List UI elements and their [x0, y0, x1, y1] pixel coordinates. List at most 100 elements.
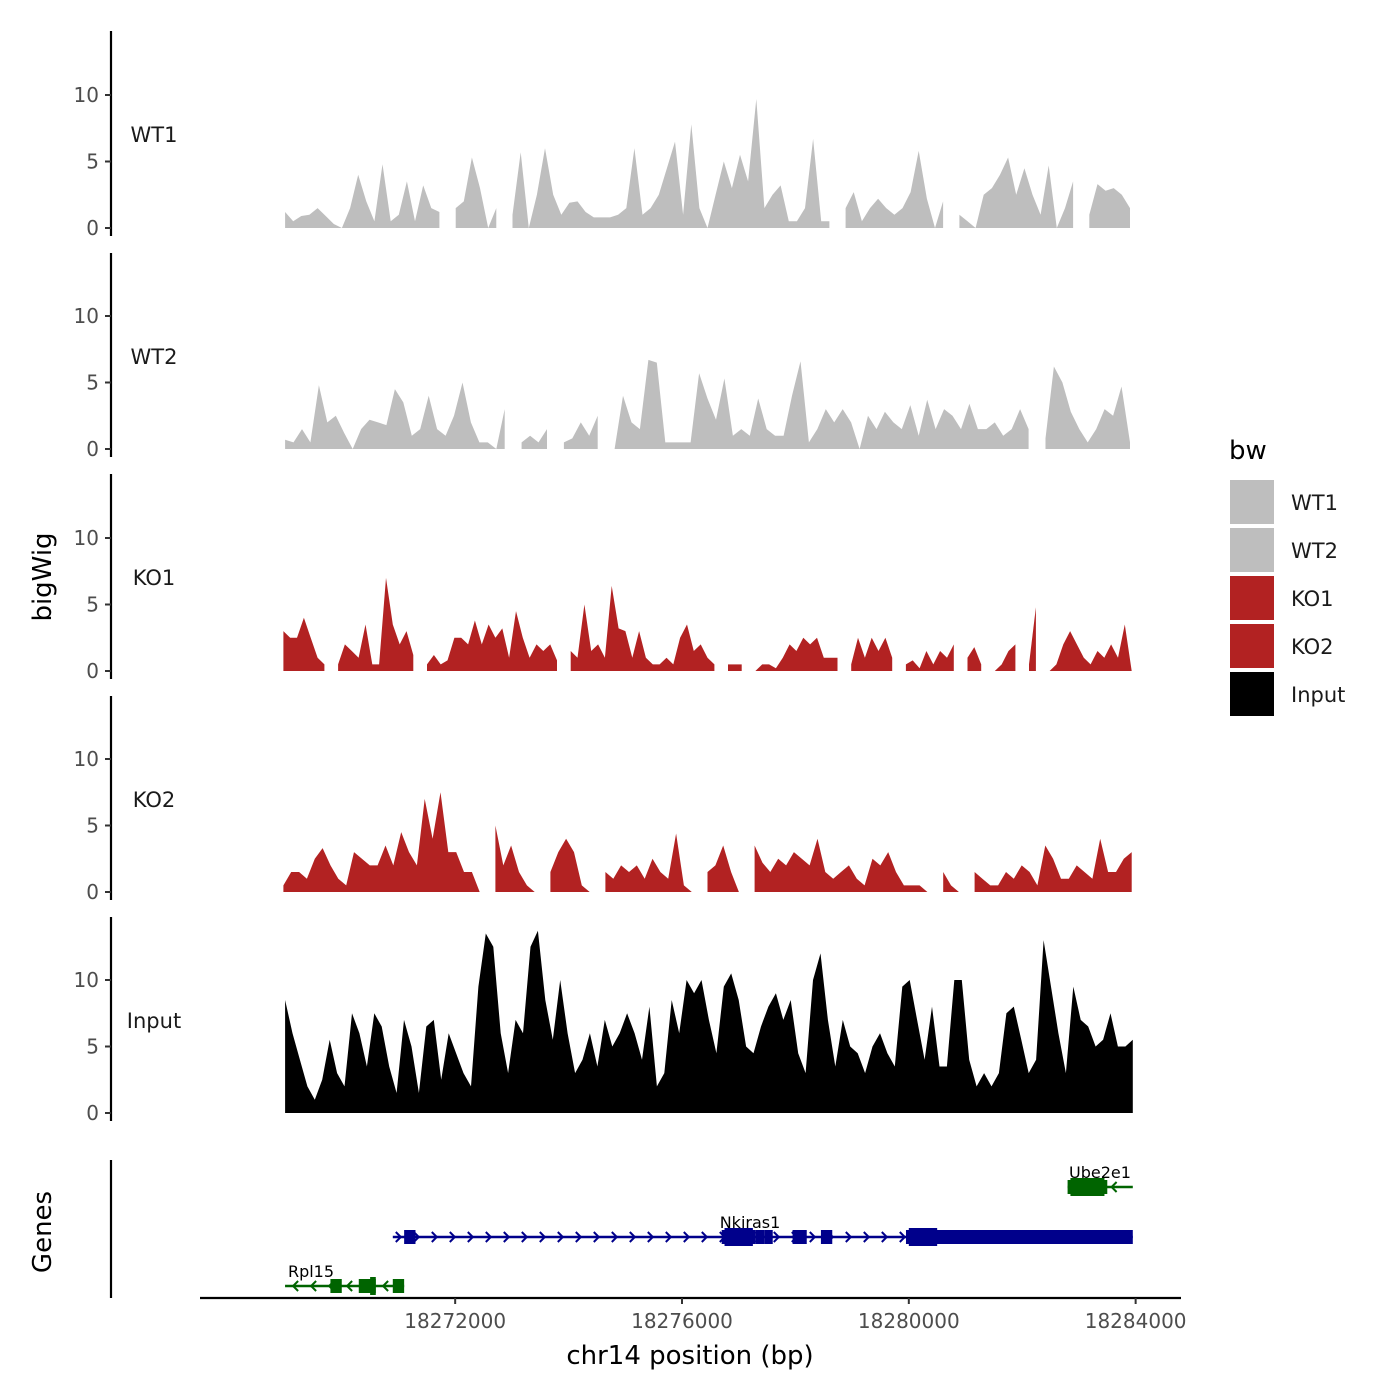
strand-arrow — [575, 1231, 583, 1243]
x-tick-label: 18280000 — [858, 1309, 960, 1333]
area-segment-ko1 — [1029, 607, 1036, 671]
area-segment-wt2 — [521, 429, 547, 449]
strand-arrow — [395, 1231, 403, 1243]
exon — [820, 1230, 833, 1244]
strand-arrow — [701, 1231, 709, 1243]
area-segment-ko1 — [570, 585, 715, 671]
legend-label-ko1: KO1 — [1291, 587, 1334, 611]
legend-key-input — [1230, 672, 1274, 716]
area-segment-ko2 — [974, 838, 1132, 892]
area-segment-ko1 — [994, 644, 1016, 671]
area-segment-wt1 — [285, 164, 440, 228]
y-tick-label: 5 — [86, 1035, 99, 1059]
strand-arrow — [449, 1231, 457, 1243]
strand-arrow — [557, 1231, 565, 1243]
area-segment-wt1 — [959, 157, 1074, 228]
strand-arrow — [1110, 1181, 1118, 1193]
legend-key-wt2 — [1230, 528, 1274, 572]
area-segment-wt1 — [512, 99, 830, 228]
y-tick-label: 10 — [74, 83, 99, 107]
y-tick-label: 5 — [86, 593, 99, 617]
x-axis-title: chr14 position (bp) — [566, 1341, 813, 1371]
gene-track: Rpl15 Nkiras1 Ube2e1 — [109, 1160, 1133, 1298]
area-segment-wt2 — [1045, 366, 1130, 449]
bigwig-tracks: 0 5 10 WT1 0 5 10 WT2 0 5 10 KO1 0 5 10 KO2 0 5 10 Input — [74, 31, 1133, 1125]
gene-label-rpl15: Rpl15 — [288, 1262, 334, 1281]
area-segment-wt1 — [845, 150, 944, 228]
track-label-ko1: KO1 — [133, 566, 176, 590]
legend-key-ko2 — [1230, 624, 1274, 668]
gene-nkiras1: Nkiras1 — [392, 1213, 1133, 1246]
strand-arrow — [863, 1231, 871, 1243]
track-wt1: 0 5 10 WT1 — [74, 31, 1130, 240]
exon — [905, 1230, 1133, 1244]
exon — [755, 1230, 765, 1244]
area-segment-ko1 — [728, 664, 742, 671]
exon — [792, 1230, 807, 1244]
strand-arrow — [467, 1231, 475, 1243]
exon — [330, 1279, 342, 1293]
strand-arrow — [593, 1231, 601, 1243]
coding-exon — [724, 1228, 753, 1246]
track-input: 0 5 10 Input — [74, 917, 1133, 1125]
area-segment-ko1 — [427, 611, 557, 671]
area-segment-wt2 — [285, 382, 505, 449]
track-wt2: 0 5 10 WT2 — [74, 253, 1130, 461]
strand-arrow — [611, 1231, 619, 1243]
exon — [404, 1230, 416, 1244]
legend: bw WT1 WT2 KO1 KO2 Input — [1229, 436, 1345, 716]
track-label-ko2: KO2 — [133, 788, 176, 812]
legend-key-wt1 — [1230, 480, 1274, 524]
gene-ube2e1: Ube2e1 — [1067, 1163, 1133, 1196]
area-segment-ko2 — [943, 872, 959, 892]
strand-arrow — [683, 1231, 691, 1243]
track-ko1: 0 5 10 KO1 — [74, 474, 1132, 683]
coding-exon — [1070, 1178, 1105, 1196]
strand-arrow — [845, 1231, 853, 1243]
area-segment-wt2 — [614, 359, 1029, 449]
strand-arrow — [431, 1231, 439, 1243]
x-axis: 18272000 18276000 18280000 18284000 — [200, 1296, 1187, 1333]
area-segment-ko2 — [550, 838, 590, 892]
area-segment-ko2 — [605, 833, 692, 892]
strand-arrow — [485, 1231, 493, 1243]
y-tick-label: 0 — [86, 659, 99, 683]
legend-label-wt1: WT1 — [1291, 491, 1338, 515]
area-segment-ko2 — [707, 845, 739, 892]
gene-rpl15: Rpl15 — [285, 1262, 405, 1295]
genes-axis-title: Genes — [28, 1191, 58, 1273]
legend-title: bw — [1229, 436, 1267, 466]
area-segment-ko1 — [967, 647, 982, 671]
area-segment-ko1 — [755, 637, 838, 671]
area-segment-ko1 — [1049, 624, 1132, 671]
track-ko2: 0 5 10 KO2 — [74, 696, 1132, 904]
y-tick-label: 0 — [86, 1101, 99, 1125]
exon — [392, 1279, 405, 1293]
track-label-wt2: WT2 — [131, 345, 178, 369]
y-tick-label: 10 — [74, 526, 99, 550]
area-segment-ko1 — [283, 617, 325, 671]
area-segment-ko2 — [283, 792, 480, 892]
area-segment-ko1 — [338, 577, 414, 671]
strand-arrow — [773, 1231, 781, 1243]
y-tick-label: 0 — [86, 880, 99, 904]
strand-arrow — [629, 1231, 637, 1243]
x-tick-label: 18272000 — [404, 1309, 506, 1333]
legend-label-wt2: WT2 — [1291, 539, 1338, 563]
coding-exon — [370, 1277, 376, 1295]
legend-key-ko1 — [1230, 576, 1274, 620]
y-tick-label: 10 — [74, 304, 99, 328]
y-tick-label: 10 — [74, 968, 99, 992]
gene-label-ube2e1: Ube2e1 — [1069, 1163, 1131, 1182]
coding-exon — [908, 1228, 938, 1246]
area-segment-wt2 — [563, 415, 598, 449]
area-segment-ko1 — [851, 637, 893, 671]
x-tick-label: 18284000 — [1085, 1309, 1187, 1333]
strand-arrow — [345, 1280, 353, 1292]
track-label-wt1: WT1 — [131, 123, 178, 147]
strand-arrow — [503, 1231, 511, 1243]
area-segment-wt1 — [1089, 184, 1130, 228]
strand-arrow — [809, 1231, 817, 1243]
exon — [764, 1230, 773, 1244]
